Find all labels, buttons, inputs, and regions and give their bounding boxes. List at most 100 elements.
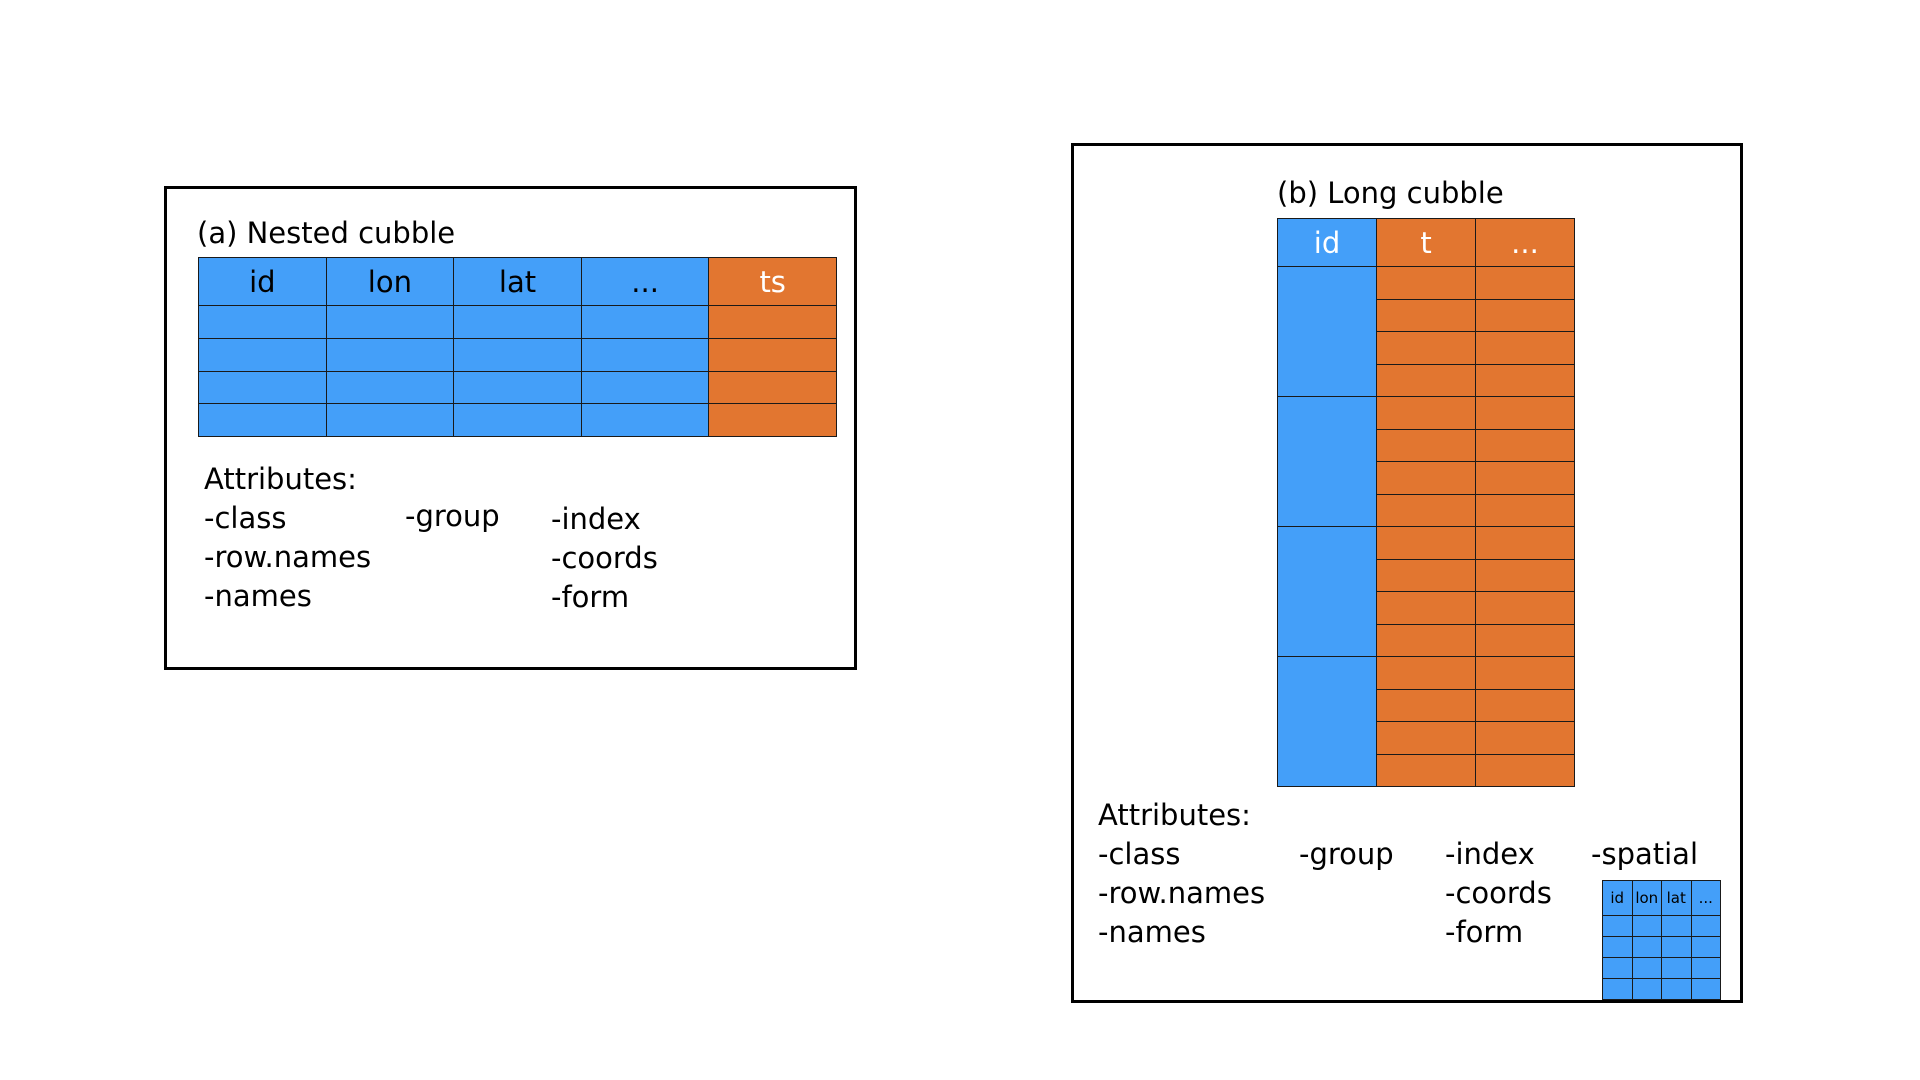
table-cell xyxy=(581,306,710,339)
table-cell xyxy=(1377,429,1476,462)
table-cell xyxy=(1662,979,1692,1000)
table-cell xyxy=(709,404,837,437)
table-cell xyxy=(1377,299,1476,332)
table-cell xyxy=(199,404,327,437)
id-group-cell xyxy=(1278,657,1377,787)
table-cell xyxy=(1603,979,1633,1000)
table-cell xyxy=(1603,937,1633,958)
spatial-header-ellipsis: ... xyxy=(1691,881,1721,916)
table-cell xyxy=(326,404,455,437)
table-cell xyxy=(581,404,710,437)
column-header-ts: ts xyxy=(709,258,837,306)
table-cell xyxy=(326,306,455,339)
column-header-id: id xyxy=(199,258,327,306)
attribute-names: -names xyxy=(204,579,312,613)
id-group-cell xyxy=(1278,397,1377,527)
spatial-header-lat: lat xyxy=(1662,881,1692,916)
id-group-cell xyxy=(1278,267,1377,397)
table-cell xyxy=(1377,364,1476,397)
table-cell xyxy=(1377,722,1476,755)
attribute-class: -class xyxy=(204,501,287,535)
attribute-coords: -coords xyxy=(1445,876,1552,910)
table-cell xyxy=(709,371,837,405)
nested-cubble-table: id lon lat ... ts xyxy=(198,257,837,437)
table-cell xyxy=(199,338,327,372)
spatial-header-id: id xyxy=(1603,881,1633,916)
attribute-class: -class xyxy=(1098,837,1181,871)
table-cell xyxy=(1632,937,1662,958)
table-cell xyxy=(1632,916,1662,937)
table-cell xyxy=(326,371,455,405)
id-group-cell xyxy=(1278,527,1377,657)
table-cell xyxy=(1603,916,1633,937)
table-cell xyxy=(1476,462,1575,495)
table-cell xyxy=(1476,657,1575,690)
table-cell xyxy=(1476,332,1575,365)
attribute-index: -index xyxy=(1445,837,1535,871)
table-cell xyxy=(1377,592,1476,625)
column-header-ellipsis: ... xyxy=(581,258,710,306)
table-cell xyxy=(454,404,582,437)
table-cell xyxy=(326,338,455,372)
long-cubble-table: id t ... xyxy=(1277,218,1575,787)
spatial-header-lon: lon xyxy=(1632,881,1662,916)
attribute-form: -form xyxy=(551,580,630,614)
table-cell xyxy=(1662,916,1692,937)
table-cell xyxy=(1476,592,1575,625)
attribute-group: -group xyxy=(405,499,500,533)
attribute-names: -names xyxy=(1098,915,1206,949)
table-cell xyxy=(1377,559,1476,592)
table-cell xyxy=(1377,462,1476,495)
attributes-heading: Attributes: xyxy=(1098,798,1251,832)
table-cell xyxy=(454,371,582,405)
table-cell xyxy=(1691,979,1721,1000)
spatial-mini-table: id lon lat ... xyxy=(1602,880,1721,1000)
table-cell xyxy=(1476,397,1575,430)
table-cell xyxy=(454,338,582,372)
table-cell xyxy=(1476,364,1575,397)
column-header-lon: lon xyxy=(326,258,455,306)
table-cell xyxy=(1632,958,1662,979)
long-cubble-title: (b) Long cubble xyxy=(1277,176,1504,210)
table-cell xyxy=(1662,937,1692,958)
attribute-row-names: -row.names xyxy=(204,540,372,574)
table-cell xyxy=(581,371,710,405)
table-cell xyxy=(1603,958,1633,979)
table-cell xyxy=(199,371,327,405)
table-cell xyxy=(1377,267,1476,300)
table-cell xyxy=(199,306,327,339)
nested-cubble-title: (a) Nested cubble xyxy=(197,216,456,250)
table-cell xyxy=(1476,559,1575,592)
table-cell xyxy=(1377,332,1476,365)
table-cell xyxy=(1476,527,1575,560)
nested-cubble-panel: (a) Nested cubble id lon lat ... ts Attr… xyxy=(164,186,857,670)
table-cell xyxy=(1377,494,1476,527)
table-cell xyxy=(1476,754,1575,787)
table-cell xyxy=(1377,397,1476,430)
table-cell xyxy=(1691,958,1721,979)
table-cell xyxy=(1476,624,1575,657)
table-cell xyxy=(1377,624,1476,657)
column-header-ellipsis: ... xyxy=(1476,219,1575,267)
attribute-row-names: -row.names xyxy=(1098,876,1266,910)
table-cell xyxy=(581,338,710,372)
table-cell xyxy=(1476,722,1575,755)
column-header-t: t xyxy=(1377,219,1476,267)
attribute-index: -index xyxy=(551,502,641,536)
table-cell xyxy=(1691,937,1721,958)
table-cell xyxy=(1662,958,1692,979)
column-header-lat: lat xyxy=(454,258,582,306)
attributes-heading: Attributes: xyxy=(204,462,357,496)
attribute-coords: -coords xyxy=(551,541,658,575)
column-header-id: id xyxy=(1278,219,1377,267)
table-cell xyxy=(1377,527,1476,560)
table-cell xyxy=(1476,494,1575,527)
table-cell xyxy=(709,338,837,372)
table-cell xyxy=(1377,689,1476,722)
table-cell xyxy=(454,306,582,339)
long-cubble-panel: (b) Long cubble id t ... Attributes: -cl… xyxy=(1071,143,1743,1003)
attribute-spatial: -spatial xyxy=(1591,837,1699,871)
table-cell xyxy=(709,306,837,339)
table-cell xyxy=(1377,657,1476,690)
table-cell xyxy=(1632,979,1662,1000)
